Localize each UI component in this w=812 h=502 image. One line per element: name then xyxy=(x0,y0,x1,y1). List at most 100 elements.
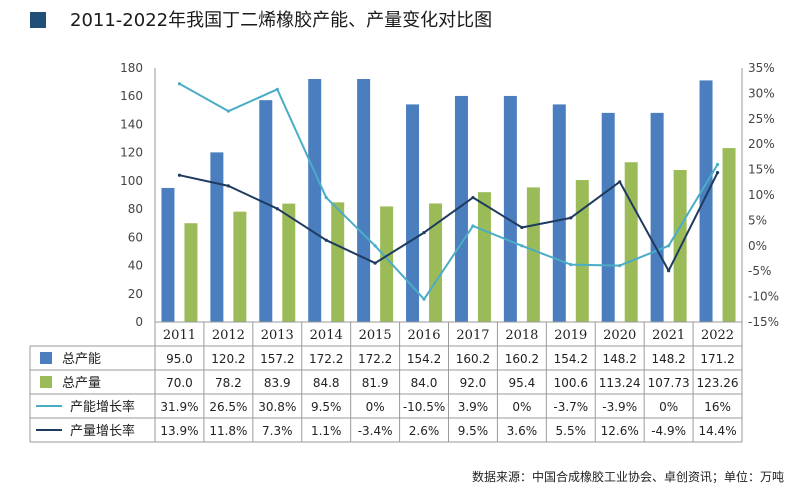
x-category-label: 2013 xyxy=(261,328,294,343)
capacity-growth-point xyxy=(275,87,279,91)
legend-label: 总产能 xyxy=(62,352,101,367)
output-growth-point xyxy=(667,269,671,273)
data-label: 5.5% xyxy=(556,424,587,438)
data-label: 0% xyxy=(366,400,385,414)
capacity-growth-point xyxy=(226,109,230,113)
data-label: 95.0 xyxy=(166,352,193,366)
data-label: 0% xyxy=(512,400,531,414)
output-bar xyxy=(184,223,198,322)
data-label: 154.2 xyxy=(407,352,441,366)
data-label: 154.2 xyxy=(554,352,588,366)
capacity-growth-point xyxy=(422,297,426,301)
x-category-label: 2014 xyxy=(310,328,343,343)
y-tick-label: 180 xyxy=(120,61,143,75)
data-label: 13.9% xyxy=(160,424,198,438)
data-label: 107.73 xyxy=(648,376,690,390)
output-growth-point xyxy=(422,230,426,235)
output-bar xyxy=(429,203,443,322)
data-label: 31.9% xyxy=(160,400,198,414)
data-label: 3.6% xyxy=(507,424,538,438)
capacity-growth-point xyxy=(520,244,524,248)
capacity-bar xyxy=(601,112,615,322)
data-label: 9.5% xyxy=(458,424,489,438)
y-tick-label: 160 xyxy=(120,89,143,103)
output-growth-point xyxy=(618,180,622,184)
output-bar xyxy=(722,148,736,322)
data-label: 7.3% xyxy=(262,424,293,438)
capacity-growth-point xyxy=(569,262,573,267)
data-label: 160.2 xyxy=(456,352,490,366)
output-bar xyxy=(477,192,491,322)
capacity-bar xyxy=(308,79,322,322)
capacity-bar xyxy=(259,100,273,322)
chart-header: 2011-2022年我国丁二烯橡胶产能、产量变化对比图 xyxy=(0,0,812,40)
data-label: -10.5% xyxy=(403,400,445,414)
capacity-growth-point xyxy=(618,264,622,268)
capacity-bar xyxy=(454,95,468,322)
data-label: 81.9 xyxy=(362,376,389,390)
capacity-bar xyxy=(406,104,420,322)
y2-tick-label: 0% xyxy=(748,239,767,253)
data-label: 172.2 xyxy=(358,352,392,366)
y-tick-label: 0 xyxy=(135,315,143,329)
data-label: 92.0 xyxy=(460,376,487,390)
data-label: 12.6% xyxy=(601,424,639,438)
data-label: -3.4% xyxy=(358,424,393,438)
output-growth-point xyxy=(520,225,524,230)
x-category-label: 2015 xyxy=(359,328,392,343)
data-label: 26.5% xyxy=(209,400,247,414)
y2-tick-label: 35% xyxy=(748,61,775,75)
data-label: 148.2 xyxy=(603,352,637,366)
y2-tick-label: 20% xyxy=(748,137,775,151)
x-category-label: 2020 xyxy=(603,328,636,343)
y-tick-label: 20 xyxy=(128,287,143,301)
output-growth-point xyxy=(569,216,573,220)
data-label: 83.9 xyxy=(264,376,291,390)
output-growth-point xyxy=(177,173,182,177)
data-label: -4.9% xyxy=(651,424,686,438)
output-bar xyxy=(624,162,638,322)
y2-tick-label: 30% xyxy=(748,86,775,100)
data-label: 9.5% xyxy=(311,400,342,414)
output-growth-point xyxy=(715,171,720,175)
legend-label: 产能增长率 xyxy=(70,399,135,415)
output-growth-point xyxy=(471,195,475,200)
y-tick-label: 140 xyxy=(120,117,143,131)
output-bar xyxy=(526,187,540,322)
data-label: 95.4 xyxy=(509,376,536,390)
y-tick-label: 40 xyxy=(128,259,143,273)
x-category-label: 2017 xyxy=(456,328,489,343)
capacity-growth-point xyxy=(177,82,182,86)
chart-title: 2011-2022年我国丁二烯橡胶产能、产量变化对比图 xyxy=(70,10,493,31)
output-growth-point xyxy=(275,207,279,211)
data-label: -3.9% xyxy=(602,400,637,414)
output-bar xyxy=(282,203,296,322)
source-note: 数据来源：中国合成橡胶工业协会、卓创资讯；单位：万吨 xyxy=(471,470,784,484)
y-tick-label: 60 xyxy=(128,230,143,244)
x-category-label: 2012 xyxy=(212,328,245,343)
output-bar xyxy=(331,202,345,322)
data-label: 171.2 xyxy=(700,352,734,366)
data-label: 1.1% xyxy=(311,424,342,438)
y2-tick-label: -5% xyxy=(748,264,771,278)
data-label: 11.8% xyxy=(209,424,247,438)
y-tick-label: 120 xyxy=(120,146,143,160)
legend-swatch-capacity xyxy=(40,352,52,364)
x-category-label: 2018 xyxy=(505,328,538,343)
data-label: 0% xyxy=(659,400,678,414)
y2-tick-label: 25% xyxy=(748,112,775,126)
y2-tick-label: -15% xyxy=(748,315,779,329)
data-label: 78.2 xyxy=(215,376,242,390)
legend-label: 总产量 xyxy=(62,376,101,391)
data-label: 157.2 xyxy=(260,352,294,366)
x-category-label: 2022 xyxy=(701,328,734,343)
data-label: 160.2 xyxy=(505,352,539,366)
data-label: 2.6% xyxy=(409,424,440,438)
output-growth-point xyxy=(373,261,377,265)
capacity-growth-point xyxy=(324,195,328,200)
y-tick-label: 100 xyxy=(120,174,143,188)
x-category-label: 2011 xyxy=(163,328,196,343)
capacity-growth-line xyxy=(178,82,719,301)
capacity-growth-point xyxy=(715,162,720,167)
